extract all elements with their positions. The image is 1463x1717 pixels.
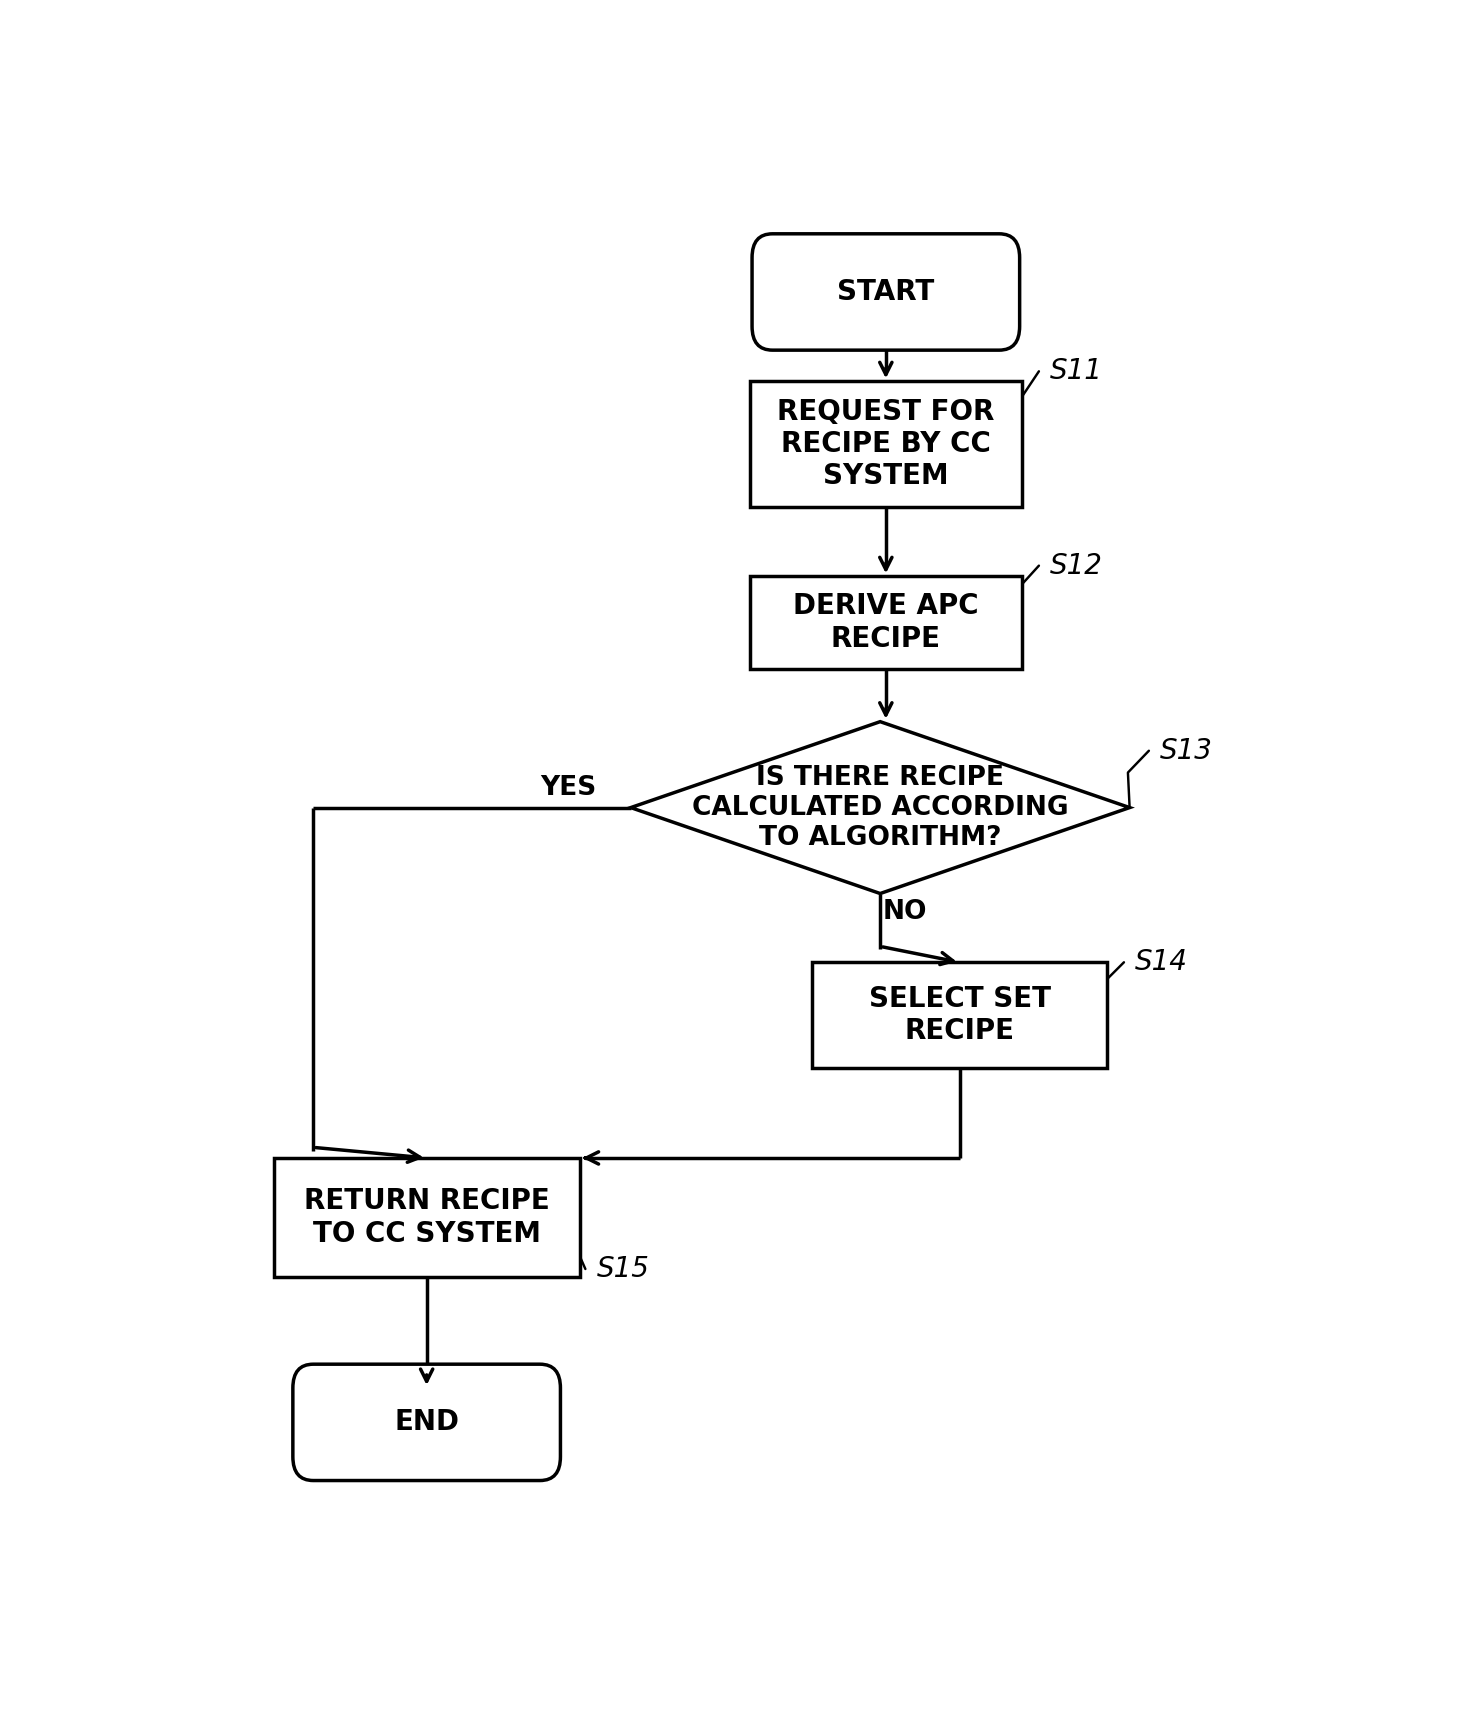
- Text: S13: S13: [1160, 737, 1213, 764]
- Text: IS THERE RECIPE
CALCULATED ACCORDING
TO ALGORITHM?: IS THERE RECIPE CALCULATED ACCORDING TO …: [692, 764, 1068, 850]
- Text: SELECT SET
RECIPE: SELECT SET RECIPE: [869, 986, 1050, 1046]
- FancyBboxPatch shape: [293, 1365, 560, 1480]
- Text: S11: S11: [1050, 357, 1103, 385]
- Bar: [751, 577, 1023, 668]
- Text: S15: S15: [597, 1255, 650, 1283]
- Text: S12: S12: [1050, 551, 1103, 580]
- Bar: [751, 381, 1023, 507]
- Text: REQUEST FOR
RECIPE BY CC
SYSTEM: REQUEST FOR RECIPE BY CC SYSTEM: [777, 398, 995, 491]
- Bar: [274, 1157, 579, 1277]
- Bar: [812, 962, 1107, 1068]
- Text: START: START: [837, 278, 935, 306]
- FancyBboxPatch shape: [752, 234, 1020, 350]
- Text: END: END: [394, 1408, 459, 1437]
- Text: YES: YES: [540, 774, 597, 800]
- Text: NO: NO: [882, 900, 928, 925]
- Polygon shape: [631, 721, 1129, 893]
- Text: S14: S14: [1135, 948, 1188, 977]
- Text: DERIVE APC
RECIPE: DERIVE APC RECIPE: [793, 592, 979, 652]
- Text: RETURN RECIPE
TO CC SYSTEM: RETURN RECIPE TO CC SYSTEM: [304, 1186, 550, 1248]
